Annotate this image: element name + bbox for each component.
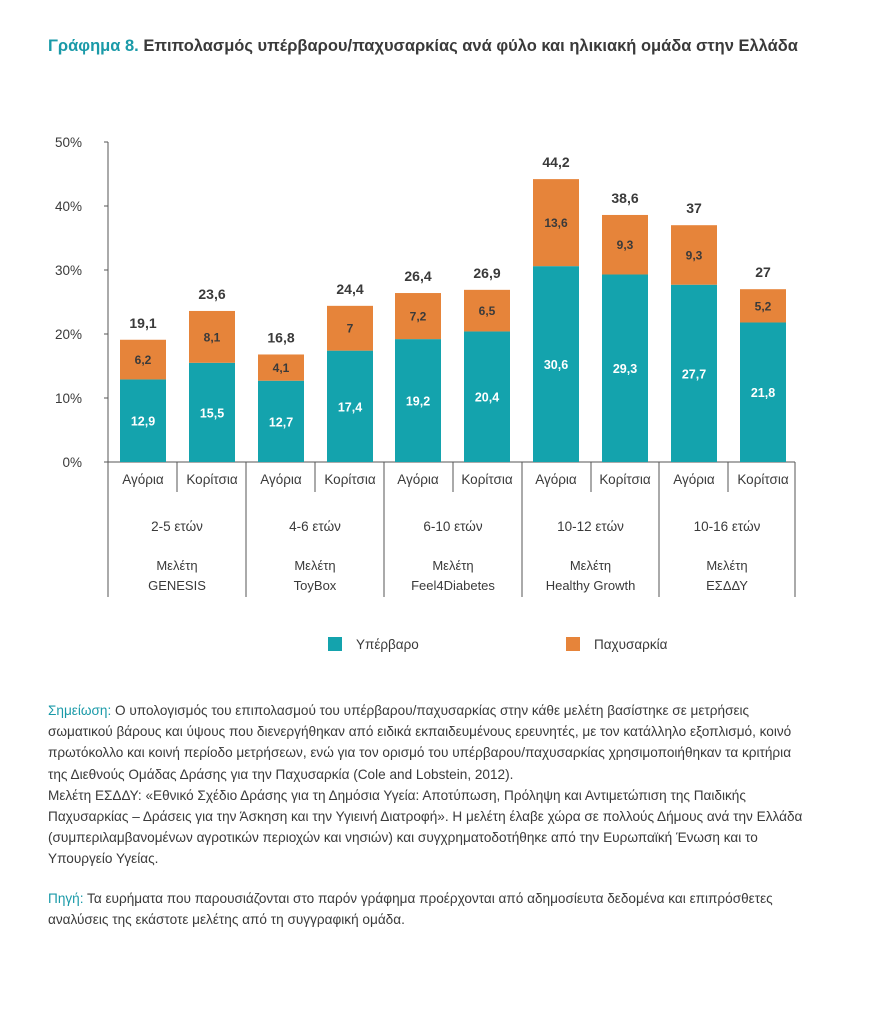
bar-segment-obesity bbox=[120, 339, 166, 380]
essdy-paragraph: Μελέτη ΕΣΔΔΥ: «Εθνικό Σχέδιο Δράσης για … bbox=[48, 787, 803, 867]
note-label: Σημείωση: bbox=[48, 703, 112, 718]
bar-total-label: 19,1 bbox=[129, 315, 156, 331]
bar-total-label: 37 bbox=[686, 200, 702, 216]
group-study-label-line2: Healthy Growth bbox=[546, 578, 636, 593]
bar-value-label-overweight: 19,2 bbox=[406, 395, 430, 409]
bar-segment-overweight bbox=[464, 331, 510, 462]
x-category-label: Κορίτσια bbox=[324, 472, 375, 487]
chart-title-label: Γράφημα 8. bbox=[48, 37, 139, 55]
bar-total-label: 38,6 bbox=[611, 190, 638, 206]
chart-title: Γράφημα 8. Επιπολασμός υπέρβαρου/παχυσαρ… bbox=[48, 34, 848, 58]
bar-segment-obesity bbox=[258, 354, 304, 381]
x-category-label: Αγόρια bbox=[122, 472, 164, 487]
bar-segment-overweight bbox=[671, 284, 717, 462]
bar-value-label-obesity: 6,2 bbox=[135, 353, 152, 367]
bar-value-label-obesity: 6,5 bbox=[479, 304, 496, 318]
bar-value-label-overweight: 30,6 bbox=[544, 358, 568, 372]
bar-segment-overweight bbox=[533, 266, 579, 462]
bar-segment-obesity bbox=[189, 310, 235, 363]
group-study-label-line1: Μελέτη bbox=[570, 558, 611, 573]
bar-total-label: 26,4 bbox=[404, 268, 431, 284]
bar-value-label-overweight: 29,3 bbox=[613, 362, 637, 376]
bar-total-label: 26,9 bbox=[473, 265, 500, 281]
bar-value-label-obesity: 9,3 bbox=[686, 248, 703, 262]
group-study-label-line2: GENESIS bbox=[148, 578, 206, 593]
bar-value-label-overweight: 12,9 bbox=[131, 415, 155, 429]
bar-value-label-obesity: 7 bbox=[347, 322, 354, 336]
bar-segment-overweight bbox=[395, 339, 441, 462]
bar-value-label-overweight: 17,4 bbox=[338, 400, 362, 414]
bar-value-label-obesity: 4,1 bbox=[273, 361, 290, 375]
bar-segment-obesity bbox=[602, 214, 648, 275]
bar-value-label-overweight: 15,5 bbox=[200, 406, 224, 420]
y-tick-label: 20% bbox=[55, 327, 82, 342]
group-age-label: 10-16 ετών bbox=[694, 519, 761, 534]
legend-label-obesity: Παχυσαρκία bbox=[594, 637, 668, 652]
group-age-label: 10-12 ετών bbox=[557, 519, 624, 534]
legend-label-overweight: Υπέρβαρο bbox=[356, 637, 419, 652]
bar-total-label: 16,8 bbox=[267, 329, 294, 345]
bar-segment-obesity bbox=[740, 289, 786, 323]
bar-segment-obesity bbox=[395, 293, 441, 340]
group-age-label: 6-10 ετών bbox=[423, 519, 482, 534]
group-study-label-line1: Μελέτη bbox=[706, 558, 747, 573]
bar-segment-obesity bbox=[671, 225, 717, 285]
bar-value-label-obesity: 13,6 bbox=[544, 216, 568, 230]
group-study-label-line1: Μελέτη bbox=[156, 558, 197, 573]
bar-value-label-obesity: 5,2 bbox=[755, 299, 772, 313]
source-label: Πηγή: bbox=[48, 890, 84, 906]
x-category-label: Κορίτσια bbox=[599, 472, 650, 487]
bar-segment-overweight bbox=[602, 274, 648, 462]
x-category-label: Κορίτσια bbox=[737, 472, 788, 487]
bar-segment-overweight bbox=[740, 322, 786, 462]
y-tick-label: 0% bbox=[62, 455, 82, 470]
y-tick-label: 40% bbox=[55, 199, 82, 214]
bar-value-label-obesity: 8,1 bbox=[204, 330, 221, 344]
stacked-bar-chart: 0% 10% 20% 30% 40% 50% 12,9 6,2 19,1 Αγόρια 15,5 8,… bbox=[55, 135, 796, 652]
y-tick-label: 50% bbox=[55, 135, 82, 150]
x-category-label: Αγόρια bbox=[260, 472, 302, 487]
y-tick-label: 10% bbox=[55, 391, 82, 406]
x-category-label: Κορίτσια bbox=[186, 472, 237, 487]
legend-swatch-obesity bbox=[566, 637, 580, 651]
bar-value-label-overweight: 21,8 bbox=[751, 386, 775, 400]
source-text: Τα ευρήματα που παρουσιάζονται στο παρόν… bbox=[48, 890, 773, 927]
chart-notes: Σημείωση: Ο υπολογισμός του επιπολασμού … bbox=[48, 700, 808, 930]
group-study-label-line1: Μελέτη bbox=[294, 558, 335, 573]
note-text: Ο υπολογισμός του επιπολασμού του υπέρβα… bbox=[48, 703, 792, 782]
bar-total-label: 24,4 bbox=[336, 281, 363, 297]
bar-segment-obesity bbox=[464, 289, 510, 332]
bar-segment-obesity bbox=[533, 179, 579, 267]
group-age-label: 2-5 ετών bbox=[151, 519, 203, 534]
group-study-label-line2: ToyBox bbox=[294, 578, 337, 593]
group-study-label-line1: Μελέτη bbox=[432, 558, 473, 573]
bar-total-label: 23,6 bbox=[198, 286, 225, 302]
y-tick-label: 30% bbox=[55, 263, 82, 278]
bar-total-label: 27 bbox=[755, 264, 771, 280]
source-paragraph: Πηγή: Τα ευρήματα που παρουσιάζονται στο… bbox=[48, 888, 808, 930]
bar-value-label-overweight: 12,7 bbox=[269, 415, 293, 429]
x-category-label: Κορίτσια bbox=[461, 472, 512, 487]
group-study-label-line2: ΕΣΔΔΥ bbox=[706, 578, 748, 593]
x-category-label: Αγόρια bbox=[673, 472, 715, 487]
bar-segment-overweight bbox=[327, 350, 373, 462]
legend-swatch-overweight bbox=[328, 637, 342, 651]
group-study-label-line2: Feel4Diabetes bbox=[411, 578, 495, 593]
bar-value-label-overweight: 20,4 bbox=[475, 391, 499, 405]
chart-title-text: Επιπολασμός υπέρβαρου/παχυσαρκίας ανά φύ… bbox=[143, 37, 798, 55]
bar-value-label-obesity: 7,2 bbox=[410, 310, 427, 324]
note-paragraph: Σημείωση: Ο υπολογισμός του επιπολασμού … bbox=[48, 700, 808, 785]
x-category-label: Αγόρια bbox=[397, 472, 439, 487]
x-category-label: Αγόρια bbox=[535, 472, 577, 487]
bar-segment-overweight bbox=[258, 380, 304, 462]
bar-value-label-obesity: 9,3 bbox=[617, 238, 634, 252]
bar-segment-overweight bbox=[189, 362, 235, 462]
bar-segment-overweight bbox=[120, 379, 166, 462]
bar-segment-obesity bbox=[327, 305, 373, 351]
bar-total-label: 44,2 bbox=[542, 154, 569, 170]
bar-value-label-overweight: 27,7 bbox=[682, 367, 706, 381]
group-age-label: 4-6 ετών bbox=[289, 519, 341, 534]
